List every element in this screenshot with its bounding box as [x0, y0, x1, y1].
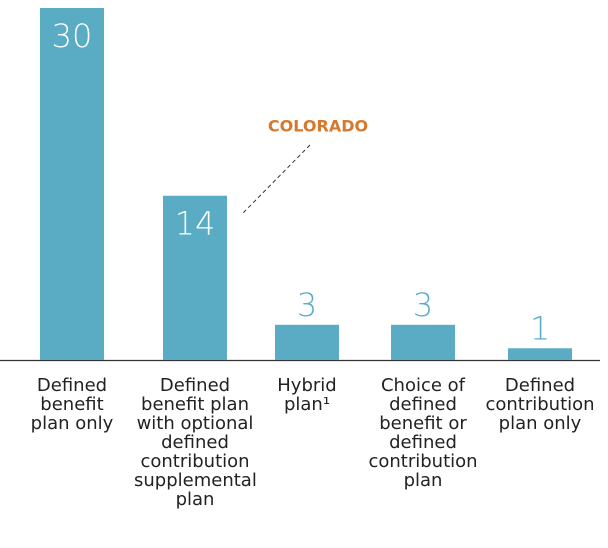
bar	[40, 8, 104, 360]
category-label: Defined contribution plan only	[485, 375, 595, 434]
value-label: 30	[52, 17, 93, 55]
bar	[391, 324, 455, 360]
annotation-leader	[242, 144, 311, 214]
value-label: 1	[530, 309, 550, 347]
category-label: Defined benefit plan with optional defin…	[134, 375, 257, 510]
bar	[163, 195, 227, 360]
value-label: 3	[413, 286, 433, 324]
annotation: COLORADO	[268, 117, 368, 136]
value-label: 3	[297, 286, 317, 324]
category-label: Hybrid plan¹	[277, 375, 337, 415]
category-label: Choice of defined benefit or defined con…	[368, 375, 478, 491]
value-label: 14	[175, 205, 216, 243]
bar	[508, 348, 572, 360]
bar	[275, 324, 339, 360]
category-label: Defined benefit plan only	[30, 375, 114, 434]
